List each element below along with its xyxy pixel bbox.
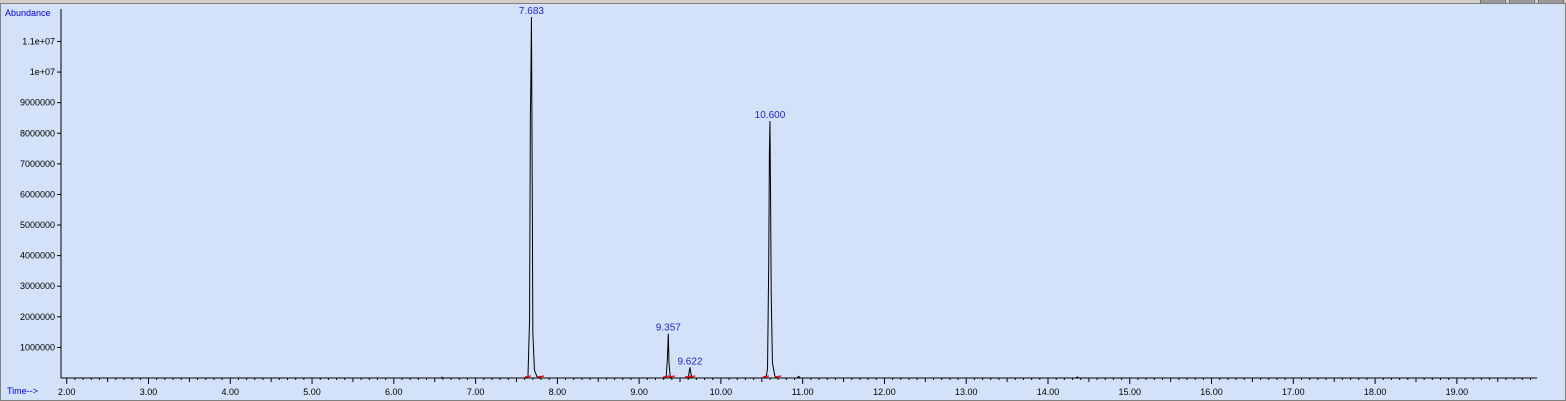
x-tick-label: 15.00 [1119, 387, 1142, 397]
x-tick-label: 18.00 [1364, 387, 1387, 397]
x-tick-label: 14.00 [1037, 387, 1060, 397]
peak-label: 9.357 [656, 323, 681, 334]
y-tick-label: 1e+07 [30, 67, 55, 77]
x-tick-label: 5.00 [303, 387, 321, 397]
x-tick-label: 11.00 [792, 387, 814, 397]
x-tick-label: 4.00 [222, 387, 240, 397]
y-axis-title: Abundance [5, 8, 51, 18]
baseline-marker [668, 375, 675, 378]
baseline-marker [685, 375, 692, 378]
peak-label: 10.600 [755, 110, 786, 121]
y-tick-label: 1000000 [20, 342, 55, 352]
x-tick-label: 8.00 [549, 387, 567, 397]
x-tick-label: 3.00 [140, 387, 158, 397]
x-tick-label: 6.00 [385, 387, 403, 397]
chromatogram-chart: Abundance Time--> 1000000 2000000 3000000 400… [5, 6, 1537, 397]
baseline-marker [537, 375, 545, 378]
chromatogram-trace [62, 16, 1537, 379]
baseline-marker [762, 375, 769, 378]
x-tick-label: 17.00 [1282, 387, 1305, 397]
x-tick-label: 16.00 [1200, 387, 1223, 397]
y-tick-label: 4000000 [20, 251, 55, 261]
x-tick-label: 9.00 [630, 387, 648, 397]
x-tick-label: 12.00 [873, 387, 896, 397]
baseline-marker [524, 375, 532, 378]
baseline-marker [663, 375, 670, 378]
y-tick-label: 6000000 [20, 189, 55, 199]
y-tick-label: 8000000 [20, 128, 55, 138]
y-tick-label: 5000000 [20, 220, 55, 230]
x-tick-label: 10.00 [710, 387, 733, 397]
y-tick-label: 2000000 [20, 312, 55, 322]
x-tick-label: 2.00 [58, 387, 76, 397]
x-tick-label: 13.00 [955, 387, 978, 397]
peak-label: 7.683 [519, 6, 544, 17]
baseline-marker [775, 375, 782, 378]
y-tick-label: 9000000 [20, 98, 55, 108]
y-tick-label: 3000000 [20, 281, 55, 291]
y-tick-label: 1.1e+07 [22, 36, 55, 46]
peak-label: 9.622 [677, 356, 702, 367]
chromatogram-panel: Abundance Time--> 1000000 2000000 3000000 400… [0, 3, 1566, 401]
baseline-marker [689, 375, 696, 378]
x-tick-label: 19.00 [1446, 387, 1469, 397]
y-tick-label: 7000000 [20, 159, 55, 169]
x-axis-title: Time--> [7, 386, 38, 396]
x-tick-label: 7.00 [467, 387, 485, 397]
